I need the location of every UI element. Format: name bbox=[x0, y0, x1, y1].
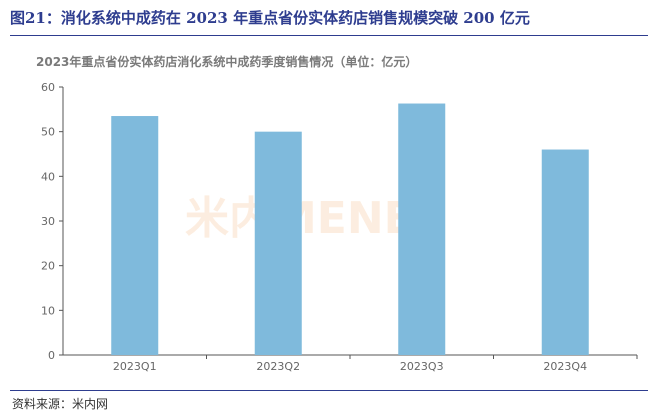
y-tick-label: 10 bbox=[41, 304, 55, 317]
x-tick-label: 2023Q3 bbox=[400, 360, 444, 373]
x-tick-label: 2023Q1 bbox=[113, 360, 157, 373]
chart-title: 2023年重点省份实体药店消化系统中成药季度销售情况（单位：亿元） bbox=[36, 54, 417, 69]
y-tick-label: 20 bbox=[41, 260, 55, 273]
x-tick-label: 2023Q4 bbox=[543, 360, 587, 373]
bar-chart: 2023年重点省份实体药店消化系统中成药季度销售情况（单位：亿元） 米内MENE… bbox=[36, 54, 638, 373]
y-tick-label: 30 bbox=[41, 215, 55, 228]
x-tick-label: 2023Q2 bbox=[256, 360, 300, 373]
y-tick-label: 40 bbox=[41, 170, 55, 183]
bar-2023Q1 bbox=[111, 116, 159, 356]
bar-2023Q4 bbox=[541, 149, 589, 355]
footer-divider bbox=[10, 390, 648, 391]
y-tick-label: 0 bbox=[48, 349, 55, 362]
y-tick-label: 60 bbox=[41, 81, 55, 94]
bar-2023Q2 bbox=[254, 131, 302, 355]
y-tick-label: 50 bbox=[41, 126, 55, 139]
plot-area: 0 10 20 30 40 50 60 2023Q1 2023Q2 2023Q3 2023Q4 bbox=[41, 81, 638, 373]
figure-title: 图21：消化系统中成药在 2023 年重点省份实体药店销售规模突破 200 亿元 bbox=[10, 9, 530, 27]
source-note: 资料来源：米内网 bbox=[12, 397, 109, 411]
bar-2023Q3 bbox=[398, 103, 446, 355]
title-divider bbox=[10, 35, 648, 36]
